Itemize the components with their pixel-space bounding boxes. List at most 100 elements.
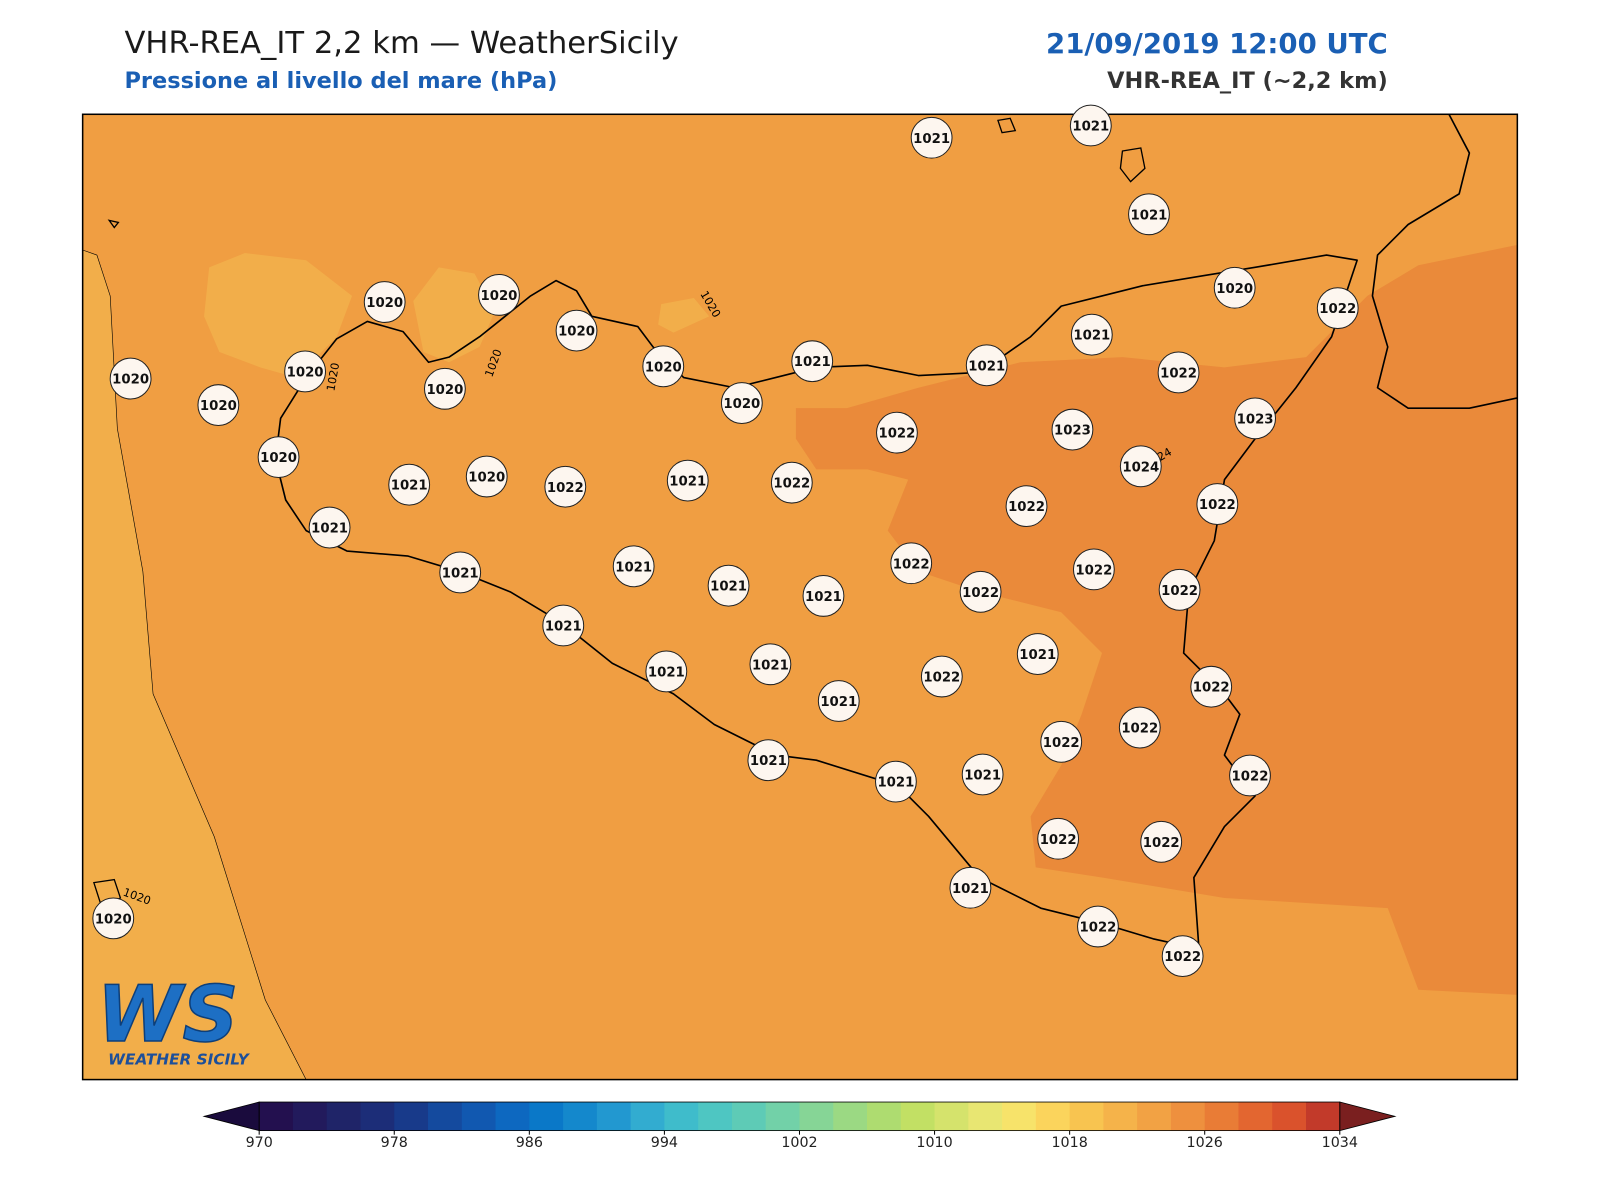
colorbar-bin: [900, 1102, 936, 1131]
station-marker: [747, 739, 790, 782]
station-value: 1021: [750, 754, 787, 769]
figure-content: VHR-REA_IT 2,2 km — WeatherSicily Pressi…: [81, 26, 1519, 1151]
station-value: 1021: [805, 590, 842, 605]
station-value: 1023: [1237, 412, 1274, 427]
colorbar-tick-label: 1034: [1322, 1135, 1358, 1151]
station-marker: [961, 753, 1004, 796]
station-marker: [749, 643, 792, 686]
colorbar-bin: [394, 1102, 429, 1131]
station-marker: [1118, 706, 1161, 749]
station-value: 1021: [968, 359, 1005, 374]
colorbar-bin: [360, 1102, 395, 1131]
station-value: 1021: [442, 566, 479, 581]
station-marker: [1213, 266, 1256, 309]
station-marker: [642, 345, 685, 388]
station-marker: [920, 655, 963, 698]
station-marker: [284, 350, 327, 393]
station-marker: [1229, 754, 1271, 797]
station-marker: [802, 574, 845, 617]
station-value: 1021: [964, 769, 1001, 784]
station-value: 1022: [1160, 366, 1197, 381]
low-pressure-area: [82, 249, 307, 1080]
station-value: 1022: [1193, 681, 1230, 696]
colorbar-tick-label: 978: [381, 1135, 408, 1151]
station-marker: [1140, 820, 1183, 863]
station-value: 1022: [1161, 584, 1198, 599]
subtitle: Pressione al livello del mare (hPa): [124, 68, 557, 94]
station-value: 1020: [200, 399, 237, 414]
station-value: 1022: [1164, 950, 1201, 965]
station-value: 1022: [1319, 302, 1356, 317]
station-value: 1021: [311, 522, 348, 537]
colorbar-bin: [1002, 1102, 1037, 1131]
island: [93, 878, 122, 910]
station-value: 1020: [645, 360, 682, 375]
colorbar-tick-label: 1002: [781, 1135, 817, 1151]
colorbar-bin: [292, 1102, 328, 1131]
colorbar-bin: [799, 1102, 834, 1131]
station-marker: [612, 545, 655, 588]
station-value: 1023: [1054, 424, 1091, 439]
colorbar-bin: [326, 1102, 361, 1131]
station-value: 1022: [1143, 836, 1180, 851]
station-marker: [1190, 665, 1233, 708]
colorbar-bin: [698, 1102, 733, 1131]
colorbar-tick-label: 1026: [1187, 1135, 1223, 1151]
colorbar-bin: [495, 1102, 530, 1131]
station-marker: [666, 459, 709, 502]
coastline: [1371, 113, 1518, 409]
colorbar-bin: [563, 1102, 598, 1131]
station-value: 1020: [481, 289, 518, 304]
station-value: 1022: [962, 586, 999, 601]
station-value: 1021: [648, 665, 685, 680]
station-value: 1021: [1072, 120, 1109, 135]
colorbar-bin: [1238, 1102, 1273, 1131]
station-marker: [910, 116, 953, 159]
station-value: 1020: [1216, 282, 1253, 297]
station-value: 1022: [1121, 722, 1158, 737]
station-value: 1020: [95, 912, 132, 927]
station-value: 1021: [794, 355, 831, 370]
colorbar-bin: [428, 1102, 463, 1131]
station-marker: [1158, 568, 1201, 611]
model-label: VHR-REA_IT (~2,2 km): [1107, 68, 1388, 94]
station-marker: [363, 281, 406, 323]
station-marker: [949, 866, 992, 909]
colorbar-bin: [765, 1102, 800, 1131]
colorbar-bin: [259, 1102, 294, 1131]
station-value: 1020: [260, 451, 297, 466]
low-pressure-area: [413, 267, 495, 363]
station-marker: [478, 273, 520, 316]
station-marker: [1234, 397, 1277, 440]
station-value: 1022: [547, 481, 584, 496]
colorbar-bin: [867, 1102, 902, 1131]
station-value: 1022: [773, 477, 810, 492]
station-value: 1021: [913, 132, 950, 147]
low-pressure-area: [658, 297, 710, 333]
station-marker: [308, 506, 351, 549]
station-value: 1022: [1040, 833, 1077, 848]
station-marker: [1157, 351, 1200, 394]
station-marker: [1016, 633, 1059, 675]
station-marker: [890, 542, 933, 585]
colorbar-bin: [833, 1102, 868, 1131]
colorbar-tick-label: 970: [246, 1135, 273, 1151]
map-frame: [81, 113, 1519, 1081]
low-pressure-area: [204, 253, 353, 378]
station-value: 1020: [287, 365, 324, 380]
colorbar-bin: [461, 1102, 497, 1131]
logo-mark: WS: [97, 970, 238, 1060]
datetime: 21/09/2019 12:00 UTC: [1046, 28, 1388, 60]
station-value: 1024: [1122, 460, 1159, 475]
station-marker: [109, 357, 152, 400]
station-marker: [92, 897, 135, 940]
station-value: 1021: [877, 776, 914, 791]
station-marker: [197, 384, 240, 427]
station-value: 1022: [1199, 498, 1236, 513]
coastline: [274, 254, 1358, 950]
station-value: 1021: [710, 580, 747, 595]
station-value: 1021: [820, 695, 857, 710]
colorbar-tick-label: 994: [651, 1135, 678, 1151]
colorbar-extend-low: [202, 1101, 260, 1132]
colorbar-bin: [1103, 1102, 1138, 1131]
